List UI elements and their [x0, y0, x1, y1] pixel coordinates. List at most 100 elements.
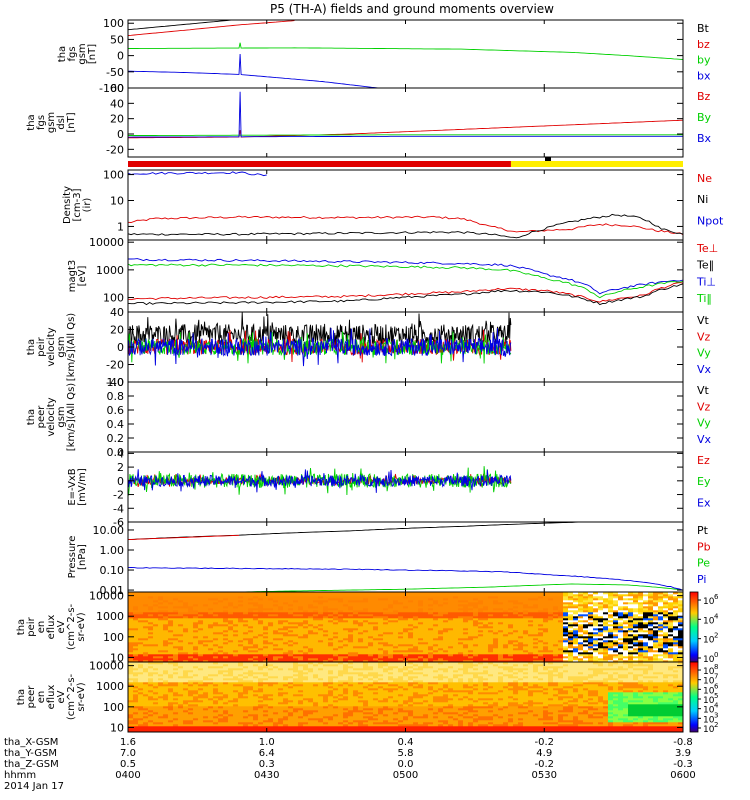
- heatmap-cell: [563, 600, 569, 603]
- heatmap-cell: [218, 712, 224, 715]
- heatmap-cell: [423, 650, 429, 653]
- legend-entry: Vt: [697, 384, 710, 397]
- heatmap-cell: [633, 660, 639, 662]
- heatmap-cell: [398, 656, 404, 659]
- heatmap-cell: [248, 642, 254, 645]
- heatmap-cell: [208, 698, 214, 701]
- heatmap-cell: [133, 698, 139, 701]
- heatmap-cell: [548, 654, 554, 657]
- heatmap-cell: [183, 602, 189, 605]
- heatmap-cell: [338, 652, 344, 655]
- heatmap-cell: [368, 624, 374, 627]
- heatmap-cell: [143, 726, 149, 729]
- heatmap-cell: [398, 602, 404, 605]
- heatmap-cell: [438, 620, 444, 623]
- heatmap-cell: [243, 624, 249, 627]
- heatmap-cell: [563, 616, 569, 619]
- heatmap-cell: [163, 690, 169, 693]
- heatmap-cell: [223, 674, 229, 677]
- heatmap-cell: [218, 726, 224, 729]
- heatmap-cell: [528, 612, 534, 615]
- heatmap-cell: [573, 646, 579, 649]
- heatmap-cell: [618, 616, 624, 619]
- heatmap-cell: [663, 636, 669, 639]
- heatmap-cell: [398, 636, 404, 639]
- y-tick-label: 100: [103, 292, 124, 305]
- heatmap-cell: [178, 702, 184, 705]
- y-tick-label: 100: [103, 169, 124, 182]
- heatmap-cell: [283, 628, 289, 631]
- heatmap-cell: [423, 632, 429, 635]
- heatmap-cell: [513, 644, 519, 647]
- heatmap-cell: [353, 644, 359, 647]
- heatmap-cell: [313, 642, 319, 645]
- heatmap-cell: [318, 646, 324, 649]
- heatmap-cell: [153, 728, 159, 731]
- heatmap-cell: [563, 622, 569, 625]
- heatmap-cell: [413, 650, 419, 653]
- heatmap-cell: [638, 634, 644, 637]
- heatmap-cell: [133, 672, 139, 675]
- heatmap-cell: [618, 656, 624, 659]
- heatmap-cell: [178, 602, 184, 605]
- heatmap-cell: [133, 610, 139, 613]
- heatmap-cell: [343, 612, 349, 615]
- heatmap-cell: [263, 642, 269, 645]
- heatmap-cell: [288, 634, 294, 637]
- heatmap-cell: [678, 596, 683, 599]
- heatmap-cell: [533, 618, 539, 621]
- heatmap-cell: [593, 630, 599, 633]
- heatmap-cell: [568, 614, 574, 617]
- heatmap-cell: [268, 652, 274, 655]
- heatmap-cell: [248, 630, 254, 633]
- heatmap-cell: [643, 650, 649, 653]
- heatmap-cell: [633, 592, 639, 595]
- heatmap-cell: [473, 652, 479, 655]
- heatmap-cell: [288, 630, 294, 633]
- heatmap-cell: [188, 688, 194, 691]
- heatmap-cell: [243, 658, 249, 661]
- heatmap-cell: [548, 594, 554, 597]
- heatmap-cell: [223, 722, 229, 725]
- heatmap-cell: [433, 622, 439, 625]
- heatmap-cell: [413, 592, 419, 595]
- y-axis-label: [cm-3]: [72, 188, 83, 221]
- heatmap-cell: [538, 642, 544, 645]
- heatmap-cell: [223, 650, 229, 653]
- heatmap-cell: [253, 640, 259, 643]
- heatmap-cell: [338, 646, 344, 649]
- heatmap-cell: [528, 660, 534, 662]
- heatmap-cell: [648, 638, 654, 641]
- heatmap-cell: [353, 614, 359, 617]
- heatmap-cell: [658, 606, 664, 609]
- heatmap-cell: [658, 622, 664, 625]
- heatmap-cell: [463, 614, 469, 617]
- heatmap-cell: [398, 612, 404, 615]
- heatmap-cell: [598, 602, 604, 605]
- heatmap-cell: [143, 670, 149, 673]
- heatmap-cell: [408, 592, 414, 595]
- heatmap-cell: [303, 656, 309, 659]
- heatmap-cell: [618, 602, 624, 605]
- heatmap-cell: [218, 612, 224, 615]
- heatmap-cell: [338, 654, 344, 657]
- heatmap-cell: [168, 730, 174, 732]
- heatmap-cell: [298, 654, 304, 657]
- heatmap-cell: [643, 622, 649, 625]
- heatmap-cell: [133, 612, 139, 615]
- heatmap-cell: [173, 686, 179, 689]
- heatmap-cell: [628, 640, 634, 643]
- heatmap-cell: [423, 654, 429, 657]
- heatmap-cell: [448, 656, 454, 659]
- heatmap-cell: [138, 618, 144, 621]
- heatmap-cell: [143, 718, 149, 721]
- heatmap-cell: [498, 602, 504, 605]
- heatmap-cell: [183, 708, 189, 711]
- heatmap-cell: [308, 594, 314, 597]
- heatmap-cell: [578, 646, 584, 649]
- heatmap-cell: [158, 660, 164, 662]
- heatmap-cell: [153, 712, 159, 715]
- heatmap-cell: [623, 592, 629, 595]
- heatmap-cell: [363, 596, 369, 599]
- heatmap-cell: [528, 594, 534, 597]
